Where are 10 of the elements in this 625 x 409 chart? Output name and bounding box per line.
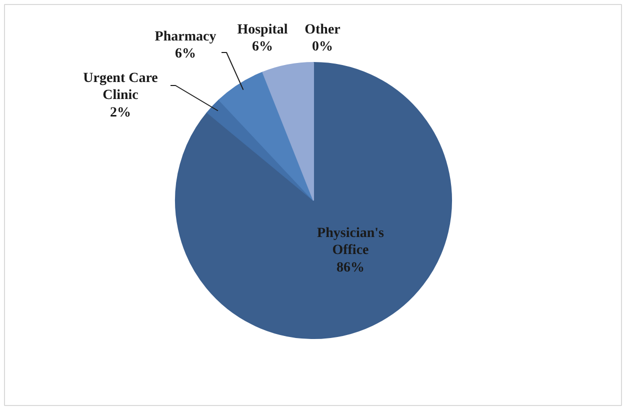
data-label: 6% <box>252 40 273 55</box>
data-label: 2% <box>110 105 131 120</box>
data-label: 6% <box>175 46 196 62</box>
slice-label: Physician's Office <box>317 226 385 258</box>
slice-label: Urgent Care Clinic <box>83 70 158 103</box>
text: 0% <box>312 40 333 55</box>
data-label: 86% <box>336 260 364 276</box>
category-label: Other <box>304 22 340 38</box>
slice-label: Pharmacy <box>154 29 216 44</box>
slice-label: Hospital <box>237 22 288 38</box>
